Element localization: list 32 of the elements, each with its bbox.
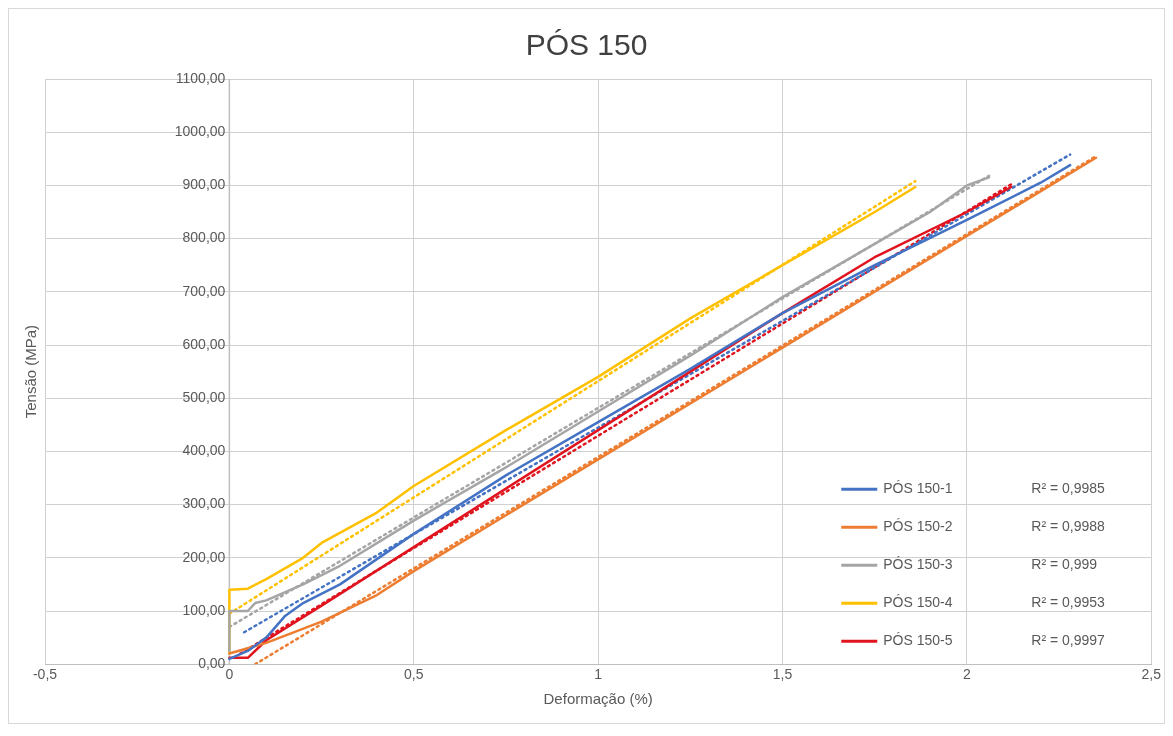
x-axis-title: Deformação (%)	[543, 690, 653, 708]
y-tick-label: 300,00	[182, 495, 226, 512]
x-tick-label: 2	[962, 666, 971, 683]
x-tick-label: -0,5	[32, 666, 58, 683]
annotation: R² = 0,9953	[1031, 594, 1106, 611]
legend-label: PÓS 150-3	[883, 556, 953, 573]
annotation: R² = 0,9988	[1031, 518, 1106, 535]
y-tick-label: 0,00	[198, 655, 226, 672]
y-tick-label: 200,00	[182, 548, 226, 565]
legend-label: PÓS 150-4	[883, 594, 953, 611]
y-tick-label: 1000,00	[174, 123, 226, 140]
x-tick-label: 1	[594, 666, 603, 683]
y-axis-title: Tensão (MPa)	[22, 324, 40, 419]
x-tick-label: 1,5	[772, 666, 793, 683]
x-tick-label: 0	[225, 666, 234, 683]
y-tick-label: 400,00	[182, 442, 226, 459]
y-tick-label: 1100,00	[175, 69, 226, 86]
y-tick-label: 500,00	[182, 389, 226, 406]
legend-label: PÓS 150-5	[883, 632, 953, 649]
chart-title: PÓS 150	[525, 28, 648, 62]
annotation: R² = 0,9997	[1031, 632, 1106, 649]
y-tick-label: 100,00	[182, 601, 226, 618]
annotation: R² = 0,999	[1031, 556, 1098, 573]
y-tick-label: 700,00	[182, 282, 226, 299]
y-tick-label: 800,00	[182, 229, 226, 246]
annotation: R² = 0,9985	[1031, 480, 1106, 497]
x-tick-label: 2,5	[1141, 666, 1162, 683]
y-tick-label: 900,00	[182, 176, 226, 193]
legend-label: PÓS 150-2	[883, 518, 953, 535]
y-tick-label: 600,00	[182, 335, 226, 352]
legend-label: PÓS 150-1	[883, 480, 953, 497]
x-tick-label: 0,5	[404, 666, 424, 683]
